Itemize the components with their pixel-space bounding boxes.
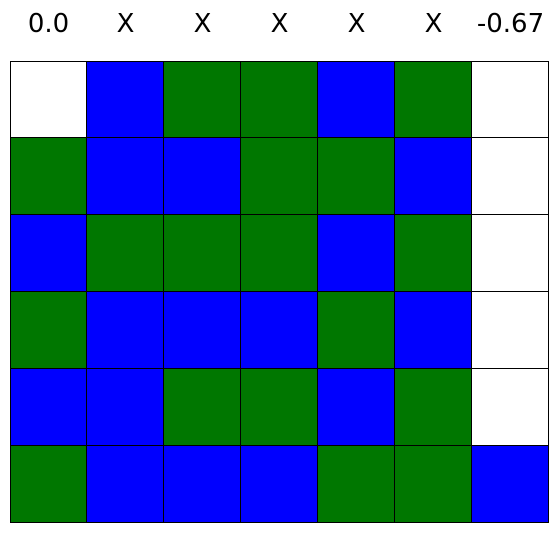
board-cell-r6-c5-green[interactable] [318,446,395,523]
board-cell-r1-c7-empty[interactable] [472,61,549,138]
board-cell-r6-c1-green[interactable] [10,446,87,523]
board-cell-r4-c2-blue[interactable] [87,292,164,369]
board-cell-r3-c4-green[interactable] [241,215,318,292]
column-label-7: -0.67 [476,9,545,39]
board-cell-r5-c2-blue[interactable] [87,369,164,446]
board-cell-r1-c2-blue[interactable] [87,61,164,138]
board-cell-r4-c6-blue[interactable] [395,292,472,369]
board-cell-r5-c7-empty[interactable] [472,369,549,446]
board-cell-r6-c7-blue[interactable] [472,446,549,523]
board-cell-r4-c7-empty[interactable] [472,292,549,369]
column-label-6: X [424,9,443,39]
board-cell-r2-c3-blue[interactable] [164,138,241,215]
column-label-4: X [270,9,289,39]
column-label-3: X [193,9,212,39]
board-cell-r1-c6-green[interactable] [395,61,472,138]
column-label-2: X [116,9,135,39]
column-value-labels: 0.0 X X X X X -0.67 [10,0,549,50]
board-cell-r3-c3-green[interactable] [164,215,241,292]
column-label-1: 0.0 [27,9,70,39]
board-cell-r5-c1-blue[interactable] [10,369,87,446]
game-board [10,61,549,523]
board-cell-r2-c1-green[interactable] [10,138,87,215]
board-cell-r5-c6-green[interactable] [395,369,472,446]
board-cell-r4-c4-blue[interactable] [241,292,318,369]
board-cell-r2-c7-empty[interactable] [472,138,549,215]
board-cell-r4-c3-blue[interactable] [164,292,241,369]
board-cell-r3-c6-green[interactable] [395,215,472,292]
board-cell-r5-c5-blue[interactable] [318,369,395,446]
board-cell-r6-c3-blue[interactable] [164,446,241,523]
board-cell-r6-c2-blue[interactable] [87,446,164,523]
board-cell-r6-c6-green[interactable] [395,446,472,523]
board-cell-r5-c4-green[interactable] [241,369,318,446]
board-cell-r6-c4-blue[interactable] [241,446,318,523]
board-cell-r4-c5-green[interactable] [318,292,395,369]
board-cell-r3-c1-blue[interactable] [10,215,87,292]
board-cell-r4-c1-green[interactable] [10,292,87,369]
board-cell-r2-c6-blue[interactable] [395,138,472,215]
board-cell-r3-c5-blue[interactable] [318,215,395,292]
board-cell-r1-c4-green[interactable] [241,61,318,138]
board-cell-r2-c4-green[interactable] [241,138,318,215]
board-cell-r1-c5-blue[interactable] [318,61,395,138]
column-label-5: X [347,9,366,39]
board-cell-r3-c2-green[interactable] [87,215,164,292]
board-cell-r2-c2-blue[interactable] [87,138,164,215]
board-cell-r3-c7-empty[interactable] [472,215,549,292]
board-cell-r1-c1-empty[interactable] [10,61,87,138]
board-cell-r2-c5-green[interactable] [318,138,395,215]
board-cell-r1-c3-green[interactable] [164,61,241,138]
board-cell-r5-c3-green[interactable] [164,369,241,446]
